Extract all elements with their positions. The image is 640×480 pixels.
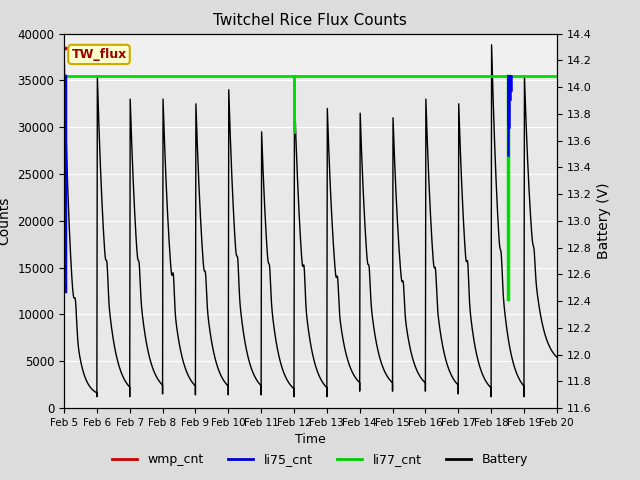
X-axis label: Time: Time — [295, 433, 326, 446]
Text: TW_flux: TW_flux — [72, 48, 127, 61]
Title: Twitchel Rice Flux Counts: Twitchel Rice Flux Counts — [214, 13, 407, 28]
Legend: wmp_cnt, li75_cnt, li77_cnt, Battery: wmp_cnt, li75_cnt, li77_cnt, Battery — [107, 448, 533, 471]
Y-axis label: Counts: Counts — [0, 197, 12, 245]
Y-axis label: Battery (V): Battery (V) — [597, 182, 611, 259]
Bar — [64, 34, 557, 76]
